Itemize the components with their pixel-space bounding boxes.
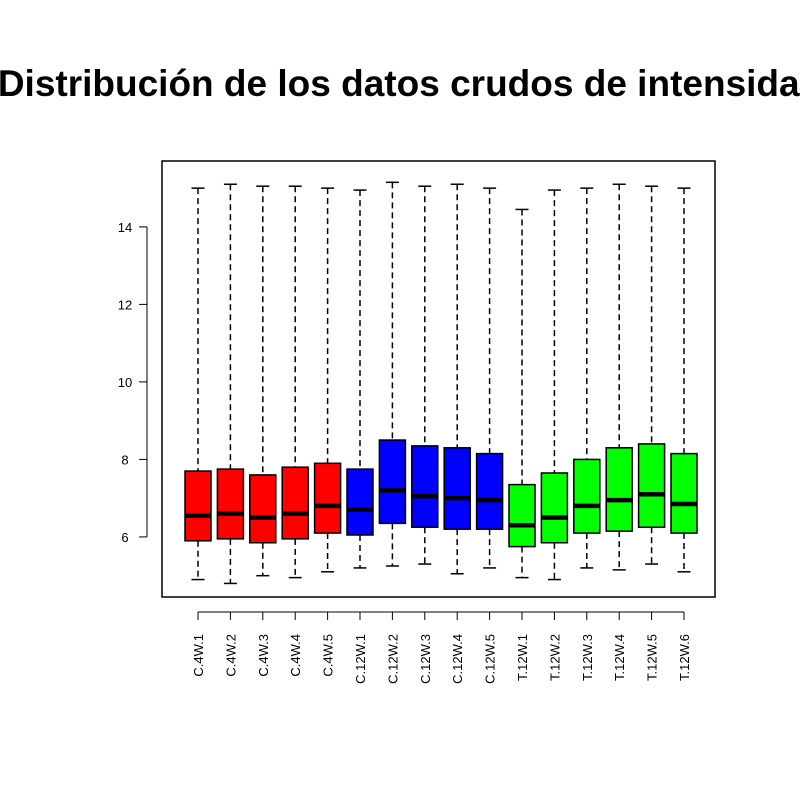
x-tick-label: C.4W.1 (191, 634, 206, 677)
box-body (184, 470, 212, 542)
box-body (378, 439, 407, 525)
x-tick-label: C.12W.4 (450, 634, 465, 684)
box-C.4W.2 (216, 183, 245, 585)
x-tick-label: T.12W.6 (677, 634, 692, 681)
y-axis: 6 8 10 12 14 (118, 220, 148, 545)
x-tick-label: C.4W.2 (223, 634, 238, 677)
plot-frame (161, 160, 716, 598)
box-T.12W.1 (508, 208, 536, 579)
box-body (216, 468, 245, 540)
y-tick-label: 14 (118, 220, 132, 235)
box-body (475, 452, 504, 530)
box-T.12W.2 (540, 189, 569, 581)
box-body (573, 458, 601, 534)
y-tick-label: 6 (121, 530, 128, 545)
x-tick-label: C.4W.5 (321, 634, 336, 677)
box-body (540, 472, 569, 544)
x-tick-label: C.12W.5 (483, 634, 498, 684)
chart-title: Distribución de los datos crudos de inte… (0, 63, 800, 104)
x-tick-label: C.12W.2 (385, 634, 400, 684)
x-tick-label: T.12W.1 (515, 634, 530, 681)
x-tick-label: T.12W.5 (645, 634, 660, 681)
box-C.4W.5 (313, 187, 342, 573)
box-C.4W.1 (184, 187, 212, 581)
x-tick-label: C.12W.1 (353, 634, 368, 684)
x-tick-label: C.4W.3 (256, 634, 271, 677)
x-tick-label: C.12W.3 (418, 634, 433, 684)
box-series (184, 181, 698, 585)
x-axis: C.4W.1 C.4W.2 C.4W.3 C.4W.4 C.4W.5 C.12W.1 C.1… (191, 611, 692, 684)
box-body (346, 468, 374, 536)
box-C.4W.4 (281, 185, 309, 579)
box-body (605, 447, 633, 532)
box-body (249, 474, 277, 544)
x-tick-label: T.12W.3 (580, 634, 595, 681)
box-C.12W.2 (378, 181, 407, 567)
box-C.12W.3 (411, 185, 439, 565)
y-tick-label: 8 (121, 452, 128, 467)
box-body (313, 462, 342, 534)
box-body (281, 466, 309, 540)
box-C.4W.3 (249, 185, 277, 577)
box-T.12W.4 (605, 183, 633, 571)
y-tick-label: 12 (118, 297, 132, 312)
x-tick-label: T.12W.4 (612, 634, 627, 681)
box-T.12W.3 (573, 187, 601, 569)
box-C.12W.1 (346, 189, 374, 569)
box-body (670, 452, 698, 534)
box-C.12W.5 (475, 187, 504, 569)
y-tick-label: 10 (118, 375, 132, 390)
x-tick-label: T.12W.2 (547, 634, 562, 681)
box-C.12W.4 (443, 183, 471, 575)
box-body (637, 443, 666, 528)
box-body (443, 447, 471, 530)
box-T.12W.6 (670, 187, 698, 573)
box-body (411, 445, 439, 528)
x-tick-label: C.4W.4 (288, 634, 303, 677)
box-T.12W.5 (637, 185, 666, 565)
box-body (508, 483, 536, 548)
